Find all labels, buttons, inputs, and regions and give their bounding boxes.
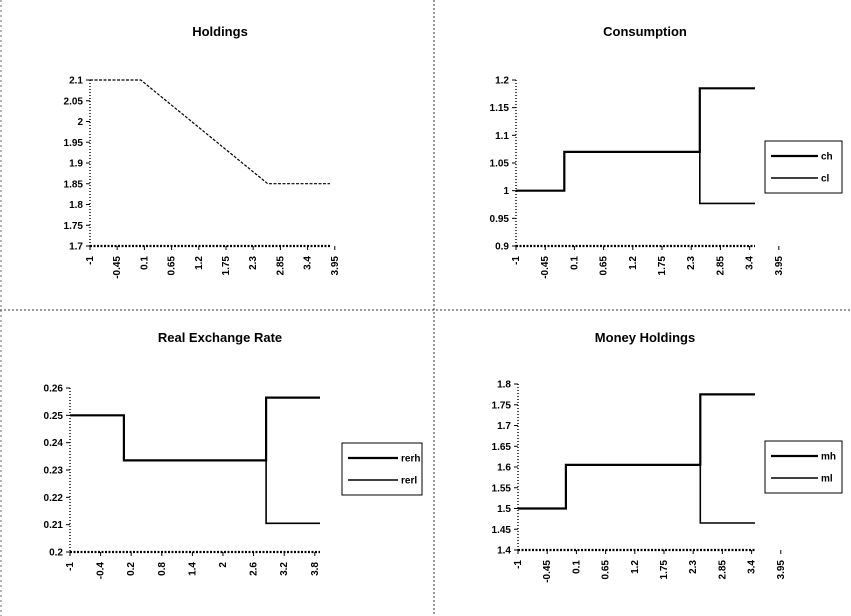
y-tick-label: 0.25	[44, 411, 64, 422]
x-tick-label: 2.3	[688, 560, 699, 574]
x-tick-label: -1	[511, 256, 522, 265]
panel-real-exchange-rate: Real Exchange Rate0.20.210.220.230.240.2…	[44, 330, 423, 580]
y-tick-label: 1.05	[490, 159, 510, 170]
chart-title: Money Holdings	[595, 330, 695, 345]
legend-label: rerl	[401, 476, 417, 487]
x-tick-label: -1	[85, 256, 96, 265]
series-line-series-0	[90, 79, 330, 185]
x-tick-label: 3.4	[303, 256, 314, 270]
x-tick-label: 2.85	[275, 256, 286, 276]
x-tick-label: 1.75	[657, 256, 668, 276]
y-tick-label: 1.95	[64, 138, 84, 149]
x-tick-label: 1.2	[194, 256, 205, 270]
x-tick-label: 0.65	[167, 256, 178, 276]
panel-money-holdings: Money Holdings 1.4 1.45 1.5 1.55 1.6 1.65 1.7 1.…	[492, 330, 843, 583]
x-tick-label: 2.85	[717, 560, 728, 580]
panel-consumption: Consumption 0.9 0.95 1 1.05 1.1 1.15 1.2 -1 -0.45…	[490, 24, 843, 279]
y-tick-label: 1.45	[492, 525, 512, 536]
legend-box	[341, 442, 423, 496]
y-tick-label: 1	[503, 186, 509, 197]
panel-holdings: Holdings 1.7 1.75 1.8 1.85 1.9 1.95 2 2.05 2.1 -1 -…	[64, 24, 341, 279]
y-tick-label: 1.85	[64, 179, 84, 190]
y-tick-label: 1.65	[492, 442, 512, 453]
legend-label: rerh	[401, 454, 420, 465]
x-tick-label: -0.4	[96, 562, 107, 580]
chart-title: Real Exchange Rate	[158, 330, 282, 345]
x-tick-label: 1.2	[630, 560, 641, 574]
x-tick-label: -0.45	[540, 256, 551, 279]
legend-label: ch	[821, 152, 833, 163]
legend: rerh rerl	[341, 442, 423, 496]
x-tick-label: 1.4	[187, 562, 198, 576]
x-tick-label: -1	[65, 562, 76, 571]
y-tick-label: 1.75	[492, 400, 512, 411]
x-tick-label: 3.95	[330, 256, 341, 276]
y-tick-label: 1.1	[495, 131, 509, 142]
legend: mh ml	[764, 440, 843, 494]
y-tick-label: 2.05	[64, 96, 84, 107]
y-tick-label: 1.75	[64, 221, 84, 232]
x-tick-label: 3.4	[747, 560, 758, 574]
y-tick-label: 1.2	[495, 76, 509, 87]
y-tick-label: 0.9	[495, 242, 509, 253]
x-tick-label: 0.65	[601, 560, 612, 580]
y-tick-label: 1.4	[497, 546, 511, 557]
y-tick-label: 1.55	[492, 483, 512, 494]
y-tick-label: 1.5	[497, 504, 511, 515]
x-tick-label: 3.8	[310, 562, 321, 576]
x-tick-label: -0.45	[542, 560, 553, 583]
x-tick-label: -1	[513, 560, 524, 569]
series-line-mh	[518, 393, 755, 510]
y-tick-label: 1.8	[69, 200, 83, 211]
y-tick-label: 2	[77, 117, 83, 128]
y-tick-label: 1.7	[497, 421, 511, 432]
series-line-ch	[516, 87, 755, 192]
chart-title: Holdings	[192, 24, 248, 39]
x-tick-label: 0.1	[139, 256, 150, 270]
x-tick-label: 3.2	[279, 562, 290, 576]
x-tick-label: 2.6	[249, 562, 260, 576]
y-tick-label: 1.7	[69, 242, 83, 253]
series-line-rerl	[70, 414, 320, 525]
legend-label: cl	[821, 174, 830, 185]
x-tick-label: 0.65	[599, 256, 610, 276]
chart-title: Consumption	[603, 24, 687, 39]
y-tick-label: 1.6	[497, 463, 511, 474]
legend: ch cl	[764, 140, 843, 194]
y-tick-label: 0.26	[44, 384, 64, 395]
legend-box	[764, 140, 843, 194]
x-tick-label: 2	[218, 562, 229, 568]
x-tick-label: 0.1	[571, 560, 582, 574]
x-tick-label: 2.3	[686, 256, 697, 270]
y-tick-label: 1.9	[69, 159, 83, 170]
x-tick-label: 3.95	[776, 560, 787, 580]
y-tick-label: 2.1	[69, 76, 83, 87]
y-tick-label: 0.23	[44, 466, 64, 477]
x-tick-label: 0.2	[126, 562, 137, 576]
x-tick-label: 0.1	[569, 256, 580, 270]
x-tick-label: 1.75	[659, 560, 670, 580]
y-tick-label: 0.24	[44, 438, 64, 449]
x-tick-label: 3.4	[745, 256, 756, 270]
legend-label: ml	[821, 474, 833, 485]
series-line-ml	[518, 464, 755, 524]
legend-label: mh	[821, 452, 836, 463]
y-tick-label: 0.22	[44, 493, 64, 504]
x-tick-label: 0.8	[157, 562, 168, 576]
x-tick-label: 3.95	[774, 256, 785, 276]
y-tick-label: 0.21	[44, 520, 64, 531]
x-tick-label: -0.45	[112, 256, 123, 279]
legend-box	[764, 440, 843, 494]
y-tick-label: 1.15	[490, 103, 510, 114]
x-tick-label: 1.2	[628, 256, 639, 270]
y-tick-label: 0.2	[49, 548, 63, 559]
y-tick-label: 0.95	[490, 214, 510, 225]
x-tick-label: 2.85	[715, 256, 726, 276]
y-tick-label: 1.8	[497, 380, 511, 391]
series-line-cl	[516, 151, 755, 205]
series-line-rerh	[70, 396, 320, 462]
x-tick-label: 1.75	[221, 256, 232, 276]
x-tick-label: 2.3	[248, 256, 259, 270]
